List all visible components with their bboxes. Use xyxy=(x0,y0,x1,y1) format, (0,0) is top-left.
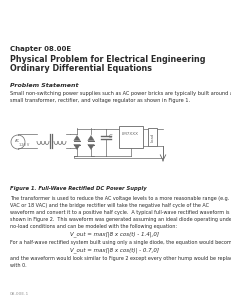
Text: Load: Load xyxy=(151,132,155,142)
Text: 08.00E.1: 08.00E.1 xyxy=(10,292,29,296)
Text: Chapter 08.00E: Chapter 08.00E xyxy=(10,46,71,52)
Text: no-load conditions and can be modeled with the following equation:: no-load conditions and can be modeled wi… xyxy=(10,224,177,229)
Polygon shape xyxy=(88,136,94,140)
Text: Physical Problem for Electrical Engineering: Physical Problem for Electrical Engineer… xyxy=(10,55,206,64)
Text: shown in Figure 2.  This waveform was generated assuming an ideal diode operatin: shown in Figure 2. This waveform was gen… xyxy=(10,217,231,222)
Text: 120 V: 120 V xyxy=(19,142,29,146)
Polygon shape xyxy=(74,136,80,140)
Text: LM7XXX: LM7XXX xyxy=(122,132,139,136)
Text: AC: AC xyxy=(15,139,20,142)
Text: Problem Statement: Problem Statement xyxy=(10,83,79,88)
Text: small transformer, rectifier, and voltage regulator as shown in Figure 1.: small transformer, rectifier, and voltag… xyxy=(10,98,190,103)
FancyBboxPatch shape xyxy=(119,126,143,148)
Polygon shape xyxy=(74,145,80,149)
Text: Small non-switching power supplies such as AC power bricks are typically built a: Small non-switching power supplies such … xyxy=(10,91,231,96)
Polygon shape xyxy=(88,145,94,149)
FancyBboxPatch shape xyxy=(148,128,157,146)
Text: Ordinary Differential Equations: Ordinary Differential Equations xyxy=(10,64,152,73)
Text: with 0.: with 0. xyxy=(10,263,27,268)
Text: waveform and convert it to a positive half cycle.  A typical full-wave rectified: waveform and convert it to a positive ha… xyxy=(10,210,230,215)
Text: The transformer is used to reduce the AC voltage levels to a more reasonable ran: The transformer is used to reduce the AC… xyxy=(10,196,231,201)
Text: VAC or 18 VAC) and the bridge rectifier will take the negative half cycle of the: VAC or 18 VAC) and the bridge rectifier … xyxy=(10,203,209,208)
Text: V_out = max[|8 x cos(t) - 1.4|,0]: V_out = max[|8 x cos(t) - 1.4|,0] xyxy=(70,231,159,237)
Text: V_out = max[|8 x cos(t)| - 0.7,0]: V_out = max[|8 x cos(t)| - 0.7,0] xyxy=(70,247,159,253)
Text: and the waveform would look similar to Figure 2 except every other hump would be: and the waveform would look similar to F… xyxy=(10,256,231,261)
Text: Figure 1. Full-Wave Rectified DC Power Supply: Figure 1. Full-Wave Rectified DC Power S… xyxy=(10,186,147,191)
Text: For a half-wave rectified system built using only a single diode, the equation w: For a half-wave rectified system built u… xyxy=(10,240,231,245)
Text: C: C xyxy=(109,134,112,139)
